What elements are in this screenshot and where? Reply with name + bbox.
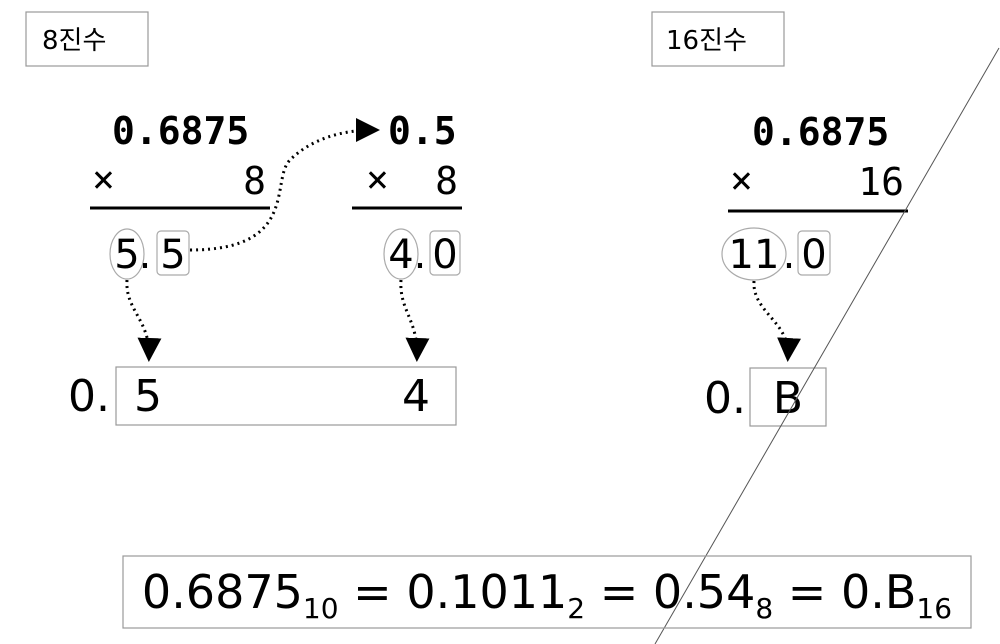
- hex-step1-int: 11: [729, 232, 780, 278]
- equation-octal-base: 8: [755, 592, 773, 625]
- diagonal-divider: [654, 47, 1000, 644]
- hex-step1-value: 0.6875: [752, 110, 889, 154]
- octal-step2-frac-box: [429, 230, 461, 276]
- equation-hex-base: 16: [916, 592, 952, 625]
- octal-step1-times: ×: [92, 157, 115, 201]
- octal-step2-int-circle: [383, 228, 419, 280]
- hex-step1-int-circle: [721, 227, 787, 281]
- octal-label-box: [25, 11, 149, 67]
- octal-step2-multiplier: 8: [435, 159, 458, 203]
- carry-arrow: [189, 118, 380, 252]
- hex-result-digit-1: B: [773, 373, 803, 424]
- hex-label: 16진수: [666, 26, 747, 56]
- octal-step1-multiplier: 8: [243, 159, 266, 203]
- octal-drop-arrow-2: [399, 279, 430, 362]
- equation-octal: 0.54: [653, 565, 755, 619]
- equation-binary: 0.1011: [406, 565, 567, 619]
- hex-step1-dot: .: [783, 232, 796, 278]
- equation-eq-2: =: [585, 565, 653, 619]
- equation-decimal-base: 10: [303, 592, 339, 625]
- octal-label: 8진수: [42, 26, 106, 56]
- octal-step1-int-circle: [109, 228, 145, 280]
- equation-eq-1: =: [339, 565, 407, 619]
- hex-label-box: [651, 11, 785, 67]
- equation-eq-3: =: [773, 565, 841, 619]
- hex-drop-arrow: [752, 280, 802, 362]
- equation-box: [122, 555, 972, 629]
- hex-step1-times: ×: [730, 158, 753, 202]
- octal-result-prefix: 0.: [68, 371, 110, 422]
- equation-hex: 0.B: [841, 565, 916, 619]
- octal-step2-times: ×: [366, 157, 389, 201]
- octal-drop-arrow-1: [125, 279, 162, 362]
- octal-step2-value: 0.5: [388, 109, 457, 153]
- hex-result-box: [749, 367, 827, 427]
- equation-binary-base: 2: [567, 592, 585, 625]
- hex-step1-frac: 0: [801, 232, 826, 278]
- octal-step1-value: 0.6875: [112, 109, 249, 153]
- equation-decimal: 0.6875: [142, 565, 303, 619]
- hex-step1-multiplier: 16: [858, 160, 904, 204]
- octal-result-digit-1: 5: [134, 371, 162, 422]
- octal-step2-frac: 0: [432, 232, 457, 278]
- octal-step1-frac-box: [156, 230, 190, 276]
- octal-step2-int: 4: [388, 232, 413, 278]
- octal-step1-frac: 5: [160, 232, 185, 278]
- octal-result-digit-2: 4: [402, 371, 430, 422]
- octal-step2-dot: .: [414, 232, 427, 278]
- octal-result-box: [115, 366, 457, 426]
- octal-step1-int: 5: [114, 232, 139, 278]
- hex-result-prefix: 0.: [704, 373, 746, 424]
- octal-step1-dot: .: [139, 232, 152, 278]
- hex-step1-frac-box: [797, 230, 831, 276]
- equation: 0.687510 = 0.10112 = 0.548 = 0.B16: [142, 565, 952, 625]
